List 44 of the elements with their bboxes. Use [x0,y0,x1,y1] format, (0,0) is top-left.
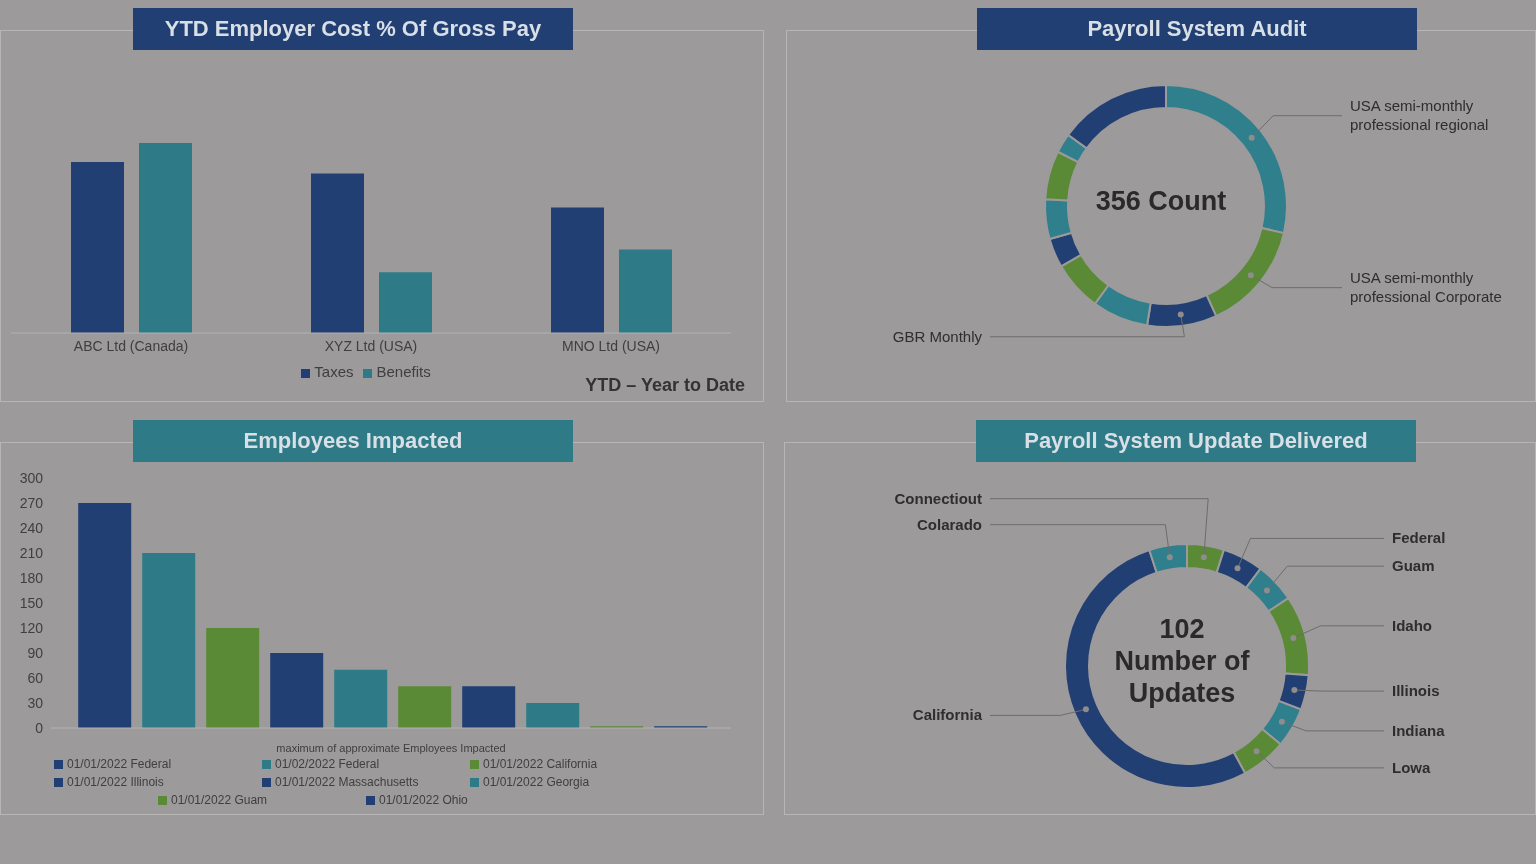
x-tick-label: XYZ Ltd (USA) [324,337,418,354]
legend-label: 01/01/2022 Guam [171,793,269,807]
slice-label: Idaho [1392,616,1432,634]
slice-label: Indiana [1392,721,1446,739]
y-tick-label: 180 [19,569,44,586]
chart-title: Payroll System Audit [977,8,1417,50]
legend-label: 01/01/2022 California [483,757,599,771]
legend-label: 01/02/2022 Federal [275,757,381,771]
slice-label: Connectiout [894,489,982,507]
slice-label: Guam [1392,557,1435,575]
slice-label: Federal [1392,529,1446,547]
x-tick-label: ABC Ltd (Canada) [73,337,189,354]
text: 102 Number of Updates [1113,613,1251,709]
slice-label: Colarado [916,515,982,533]
chart-title: Employees Impacted [133,420,573,462]
legend-label: 01/01/2022 Georgia [483,775,591,789]
text: 356 Count [1094,185,1228,217]
y-tick-label: 210 [19,544,44,561]
y-tick-label: 120 [19,619,44,636]
chart-title: YTD Employer Cost % Of Gross Pay [133,8,573,50]
y-tick-label: 300 [19,469,44,486]
slice-label: Illinois [1392,682,1440,700]
legend-label: Taxes [314,363,354,380]
slice-label: California [912,706,983,724]
legend-label: 01/01/2022 Ohio [379,793,469,807]
y-tick-label: 0 [35,719,44,736]
text: YTD – Year to Date [585,375,745,396]
y-tick-label: 60 [27,669,44,686]
slice-label: GBR Monthly [892,327,983,345]
y-tick-label: 240 [19,519,44,536]
legend-label: 01/01/2022 Illinois [67,775,165,789]
slice-label: USA semi-monthly professional Corporate [1350,269,1502,306]
slice-label: USA semi-monthly professional regional [1350,97,1489,134]
x-axis-title: maximum of approximate Employees Impacted [276,742,506,754]
chart-title: Payroll System Update Delivered [976,420,1416,462]
y-tick-label: 30 [27,694,44,711]
legend-label: 01/01/2022 Federal [67,757,173,771]
y-tick-label: 270 [19,494,44,511]
legend-label: 01/01/2022 Massachusetts [275,775,420,789]
x-tick-label: MNO Ltd (USA) [561,337,661,354]
slice-label: Lowa [1392,758,1431,776]
y-tick-label: 150 [19,594,44,611]
legend-label: Benefits [376,363,431,380]
y-tick-label: 90 [27,644,44,661]
